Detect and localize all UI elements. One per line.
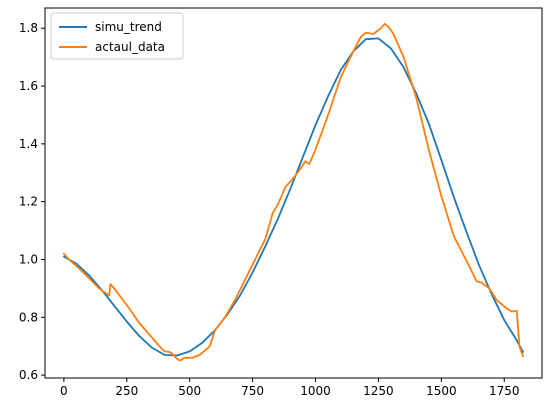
legend-label: simu_trend <box>95 20 162 34</box>
y-tick-label: 0.6 <box>19 368 38 382</box>
y-tick-label: 1.6 <box>19 79 38 93</box>
x-axis: 0 250 500 750 1000 1250 1500 1750 <box>60 378 520 398</box>
x-tick-label: 1000 <box>300 384 331 398</box>
plot-frame <box>44 7 543 379</box>
series-lines <box>63 22 524 362</box>
x-tick-label: 1750 <box>489 384 520 398</box>
x-tick-label: 1500 <box>426 384 457 398</box>
y-tick-label: 1.4 <box>19 137 38 151</box>
series-line-simu-trend <box>63 37 524 357</box>
series-line-actaul-data <box>63 22 524 362</box>
y-tick-label: 1.8 <box>19 21 38 35</box>
y-tick-label: 1.2 <box>19 195 38 209</box>
x-tick-label: 1250 <box>363 384 394 398</box>
x-tick-label: 750 <box>241 384 264 398</box>
legend-label: actaul_data <box>95 40 165 54</box>
x-tick-label: 0 <box>60 384 68 398</box>
x-tick-label: 250 <box>115 384 138 398</box>
x-tick-label: 500 <box>178 384 201 398</box>
legend: simu_trend actaul_data <box>50 12 184 60</box>
y-axis: 0.6 0.8 1.0 1.2 1.4 1.6 1.8 <box>19 21 45 382</box>
y-tick-label: 1.0 <box>19 252 38 266</box>
y-tick-label: 0.8 <box>19 310 38 324</box>
